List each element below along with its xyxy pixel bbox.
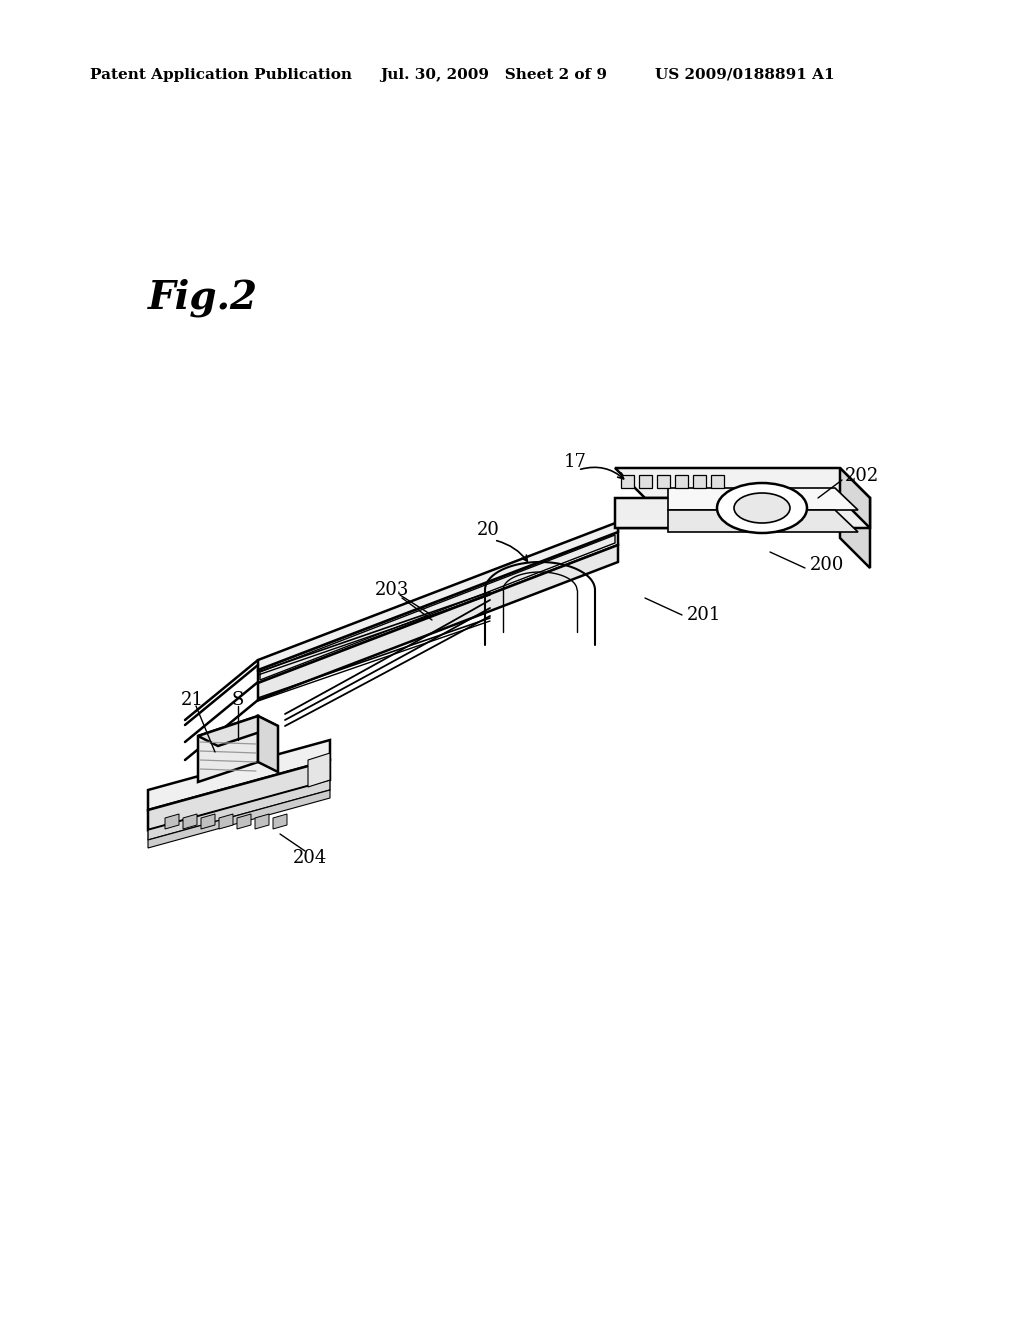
Text: 201: 201	[687, 606, 721, 624]
Polygon shape	[198, 715, 258, 781]
Text: Jul. 30, 2009   Sheet 2 of 9: Jul. 30, 2009 Sheet 2 of 9	[380, 69, 607, 82]
Text: 20: 20	[476, 521, 500, 539]
Polygon shape	[219, 814, 233, 829]
Text: Patent Application Publication: Patent Application Publication	[90, 69, 352, 82]
Polygon shape	[621, 475, 634, 488]
Polygon shape	[675, 475, 688, 488]
Polygon shape	[693, 475, 706, 488]
Polygon shape	[308, 752, 330, 787]
Polygon shape	[258, 545, 618, 700]
Polygon shape	[183, 814, 197, 829]
Polygon shape	[258, 532, 618, 682]
Polygon shape	[615, 498, 870, 528]
Ellipse shape	[734, 492, 790, 523]
Polygon shape	[657, 475, 670, 488]
Text: 203: 203	[375, 581, 410, 599]
Polygon shape	[148, 741, 330, 810]
Text: 204: 204	[293, 849, 327, 867]
Polygon shape	[198, 715, 278, 746]
Polygon shape	[711, 475, 724, 488]
Polygon shape	[148, 789, 330, 847]
Polygon shape	[201, 814, 215, 829]
Polygon shape	[668, 510, 858, 532]
Text: 21: 21	[180, 690, 204, 709]
Text: 17: 17	[563, 453, 587, 471]
Polygon shape	[615, 469, 870, 498]
Polygon shape	[237, 814, 251, 829]
Polygon shape	[273, 814, 287, 829]
Polygon shape	[148, 780, 330, 840]
Polygon shape	[148, 760, 330, 830]
Text: Fig.2: Fig.2	[148, 279, 258, 317]
Text: 202: 202	[845, 467, 880, 484]
Text: S: S	[231, 690, 244, 709]
Polygon shape	[615, 498, 870, 528]
Ellipse shape	[717, 483, 807, 533]
Polygon shape	[639, 475, 652, 488]
Polygon shape	[668, 488, 858, 510]
Polygon shape	[255, 814, 269, 829]
Polygon shape	[165, 814, 179, 829]
Text: US 2009/0188891 A1: US 2009/0188891 A1	[655, 69, 835, 82]
Polygon shape	[840, 469, 870, 568]
Polygon shape	[260, 535, 615, 680]
Text: 200: 200	[810, 556, 845, 574]
Polygon shape	[258, 521, 618, 671]
Polygon shape	[258, 715, 278, 772]
